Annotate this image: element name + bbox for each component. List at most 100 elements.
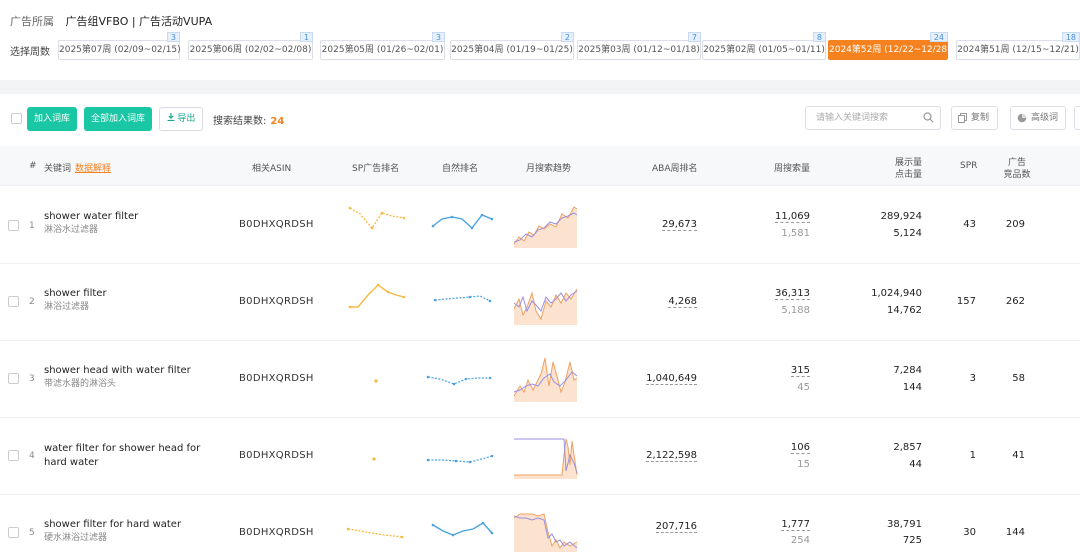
more-tool-button[interactable] — [1074, 106, 1080, 130]
row-checkbox[interactable] — [8, 450, 19, 461]
week-tab[interactable]: 2025第05周 (01/26~02/01) 3 — [320, 32, 445, 60]
add-to-library-button[interactable]: 加入词库 — [27, 107, 77, 131]
clicks-value: 5,124 — [893, 228, 922, 239]
header-clicks: 点击量 — [894, 170, 922, 180]
aba-rank-value[interactable]: 207,716 — [655, 521, 697, 533]
monthly-trend-chart — [514, 435, 578, 479]
sp-rank-sparkline — [346, 527, 404, 539]
monthly-trend-chart — [513, 281, 578, 325]
ad-products-value: 209 — [1005, 219, 1025, 230]
monthly-trend-chart — [513, 512, 578, 552]
keyword-en[interactable]: shower head with water filter — [44, 365, 191, 376]
weekly-search-value[interactable]: 315 — [790, 365, 810, 377]
header-index: # — [29, 161, 37, 171]
keyword-en[interactable]: shower filter for hard water — [44, 519, 182, 530]
asin-value[interactable]: B0DHXQRDSH — [239, 527, 314, 538]
organic-rank-sparkline — [426, 375, 492, 386]
select-all-checkbox[interactable] — [11, 113, 22, 124]
header-spr: SPR — [960, 161, 978, 171]
asin-value[interactable]: B0DHXQRDSH — [239, 373, 314, 384]
keyword-cell: shower water filter 淋浴水过滤器 — [44, 210, 214, 237]
export-button[interactable]: 导出 — [159, 107, 203, 131]
keyword-zh: 淋浴过滤器 — [44, 302, 90, 312]
table-header: # 关键词 数据解释 相关ASIN SP广告排名 自然排名 月搜索趋势 ABA周排… — [0, 146, 1080, 186]
pie-chart-icon — [1017, 113, 1031, 123]
aba-rank-value[interactable]: 2,122,598 — [646, 450, 697, 462]
result-count-label: 搜索结果数: 24 — [213, 112, 284, 127]
asin-value[interactable]: B0DHXQRDSH — [239, 296, 314, 307]
data-explanation-link[interactable]: 数据解释 — [75, 164, 112, 174]
clicks-value: 144 — [902, 382, 922, 393]
advanced-button[interactable]: 高级词 — [1010, 106, 1066, 130]
table-row[interactable]: 3 shower head with water filter 带滤水器的淋浴头… — [0, 341, 1080, 418]
organic-rank-sparkline — [426, 454, 494, 464]
aba-rank-value[interactable]: 1,040,649 — [646, 373, 697, 385]
week-tab-count: 8 — [812, 32, 826, 42]
ad-products-value: 41 — [1012, 450, 1025, 461]
ad-products-value: 144 — [1005, 527, 1025, 538]
row-index: 2 — [29, 297, 35, 307]
row-index: 5 — [29, 528, 35, 538]
header-keyword-label: 关键词 — [44, 164, 72, 174]
header-monthly-trend: 月搜索趋势 — [526, 164, 572, 174]
week-tab[interactable]: 2025第04周 (01/19~01/25) 2 — [450, 32, 574, 60]
week-tab[interactable]: 2025第06周 (02/02~02/08) 1 — [188, 32, 313, 60]
result-count: 24 — [270, 116, 285, 127]
monthly-trend-chart — [513, 356, 578, 402]
aba-rank-value[interactable]: 29,673 — [662, 219, 697, 231]
week-tab[interactable]: 2025第03周 (01/12~01/18) 7 — [577, 32, 701, 60]
header-ad-products-line1: 广告 — [1007, 158, 1026, 168]
table-row[interactable]: 2 shower filter 淋浴过滤器 B0DHXQRDSH 4,268 3… — [0, 264, 1080, 341]
table-row[interactable]: 4 water filter for shower head for hard … — [0, 418, 1080, 495]
week-tab-label: 2025第02周 (01/05~01/11) — [703, 45, 825, 55]
header-ad-products-line2: 竞品数 — [1003, 170, 1031, 180]
keyword-en[interactable]: water filter for shower head for hard wa… — [44, 443, 201, 468]
week-tab-count: 7 — [687, 32, 701, 42]
download-icon — [167, 113, 175, 124]
weekly-search-value[interactable]: 106 — [790, 442, 810, 454]
copy-button[interactable]: 复制 — [951, 106, 998, 130]
impressions-value: 2,857 — [893, 442, 922, 453]
weekly-search-sub-value: 1,581 — [781, 228, 810, 239]
spr-value: 1 — [969, 450, 976, 461]
breadcrumb-value: 广告组VFBO | 广告活动VUPA — [65, 15, 213, 28]
spr-value: 43 — [963, 219, 976, 230]
clicks-value: 725 — [902, 535, 922, 546]
sp-rank-sparkline — [374, 379, 378, 383]
row-checkbox[interactable] — [8, 527, 19, 538]
filter-panel: 广告所属 广告组VFBO | 广告活动VUPA 选择周数 2025第07周 (0… — [0, 0, 1080, 80]
asin-value[interactable]: B0DHXQRDSH — [239, 450, 314, 461]
organic-rank-sparkline — [433, 295, 492, 303]
keyword-en[interactable]: shower water filter — [44, 211, 139, 222]
aba-rank-value[interactable]: 4,268 — [668, 296, 697, 308]
row-checkbox[interactable] — [8, 296, 19, 307]
weekly-search-value[interactable]: 1,777 — [781, 519, 810, 531]
table-row[interactable]: 1 shower water filter 淋浴水过滤器 B0DHXQRDSH … — [0, 187, 1080, 264]
week-tab[interactable]: 2024第51周 (12/15~12/21) 18 — [956, 32, 1080, 60]
row-checkbox[interactable] — [8, 220, 19, 231]
add-all-to-library-button[interactable]: 全部加入词库 — [84, 107, 152, 131]
keyword-zh: 硬水淋浴过滤器 — [44, 533, 108, 543]
week-tab-label: 2025第04周 (01/19~01/25) — [451, 45, 573, 55]
keyword-en[interactable]: shower filter — [44, 288, 107, 299]
week-tab[interactable]: 2025第07周 (02/09~02/15) 3 — [58, 32, 181, 60]
week-tab-count: 2 — [560, 32, 574, 42]
row-checkbox[interactable] — [8, 373, 19, 384]
week-tab-label: 2025第03周 (01/12~01/18) — [578, 45, 700, 55]
week-selector-label: 选择周数 — [10, 47, 50, 58]
search-icon[interactable] — [923, 112, 934, 126]
sp-rank-sparkline — [348, 283, 406, 309]
breadcrumb: 广告所属 广告组VFBO | 广告活动VUPA — [10, 13, 212, 29]
search-input[interactable] — [816, 107, 924, 129]
organic-rank-sparkline — [431, 213, 494, 230]
week-tab-active[interactable]: 2024第52周 (12/22~12/28) 24 — [828, 32, 951, 60]
keyword-cell: shower filter 淋浴过滤器 — [44, 287, 214, 314]
weekly-search-value[interactable]: 11,069 — [775, 211, 810, 223]
asin-value[interactable]: B0DHXQRDSH — [239, 219, 314, 230]
week-tab-count: 3 — [166, 32, 180, 42]
week-tab[interactable]: 2025第02周 (01/05~01/11) 8 — [702, 32, 826, 60]
weekly-search-value[interactable]: 36,313 — [775, 288, 810, 300]
ad-products-value: 262 — [1005, 296, 1025, 307]
keyword-search — [805, 106, 941, 130]
table-row[interactable]: 5 shower filter for hard water 硬水淋浴过滤器 B… — [0, 495, 1080, 555]
